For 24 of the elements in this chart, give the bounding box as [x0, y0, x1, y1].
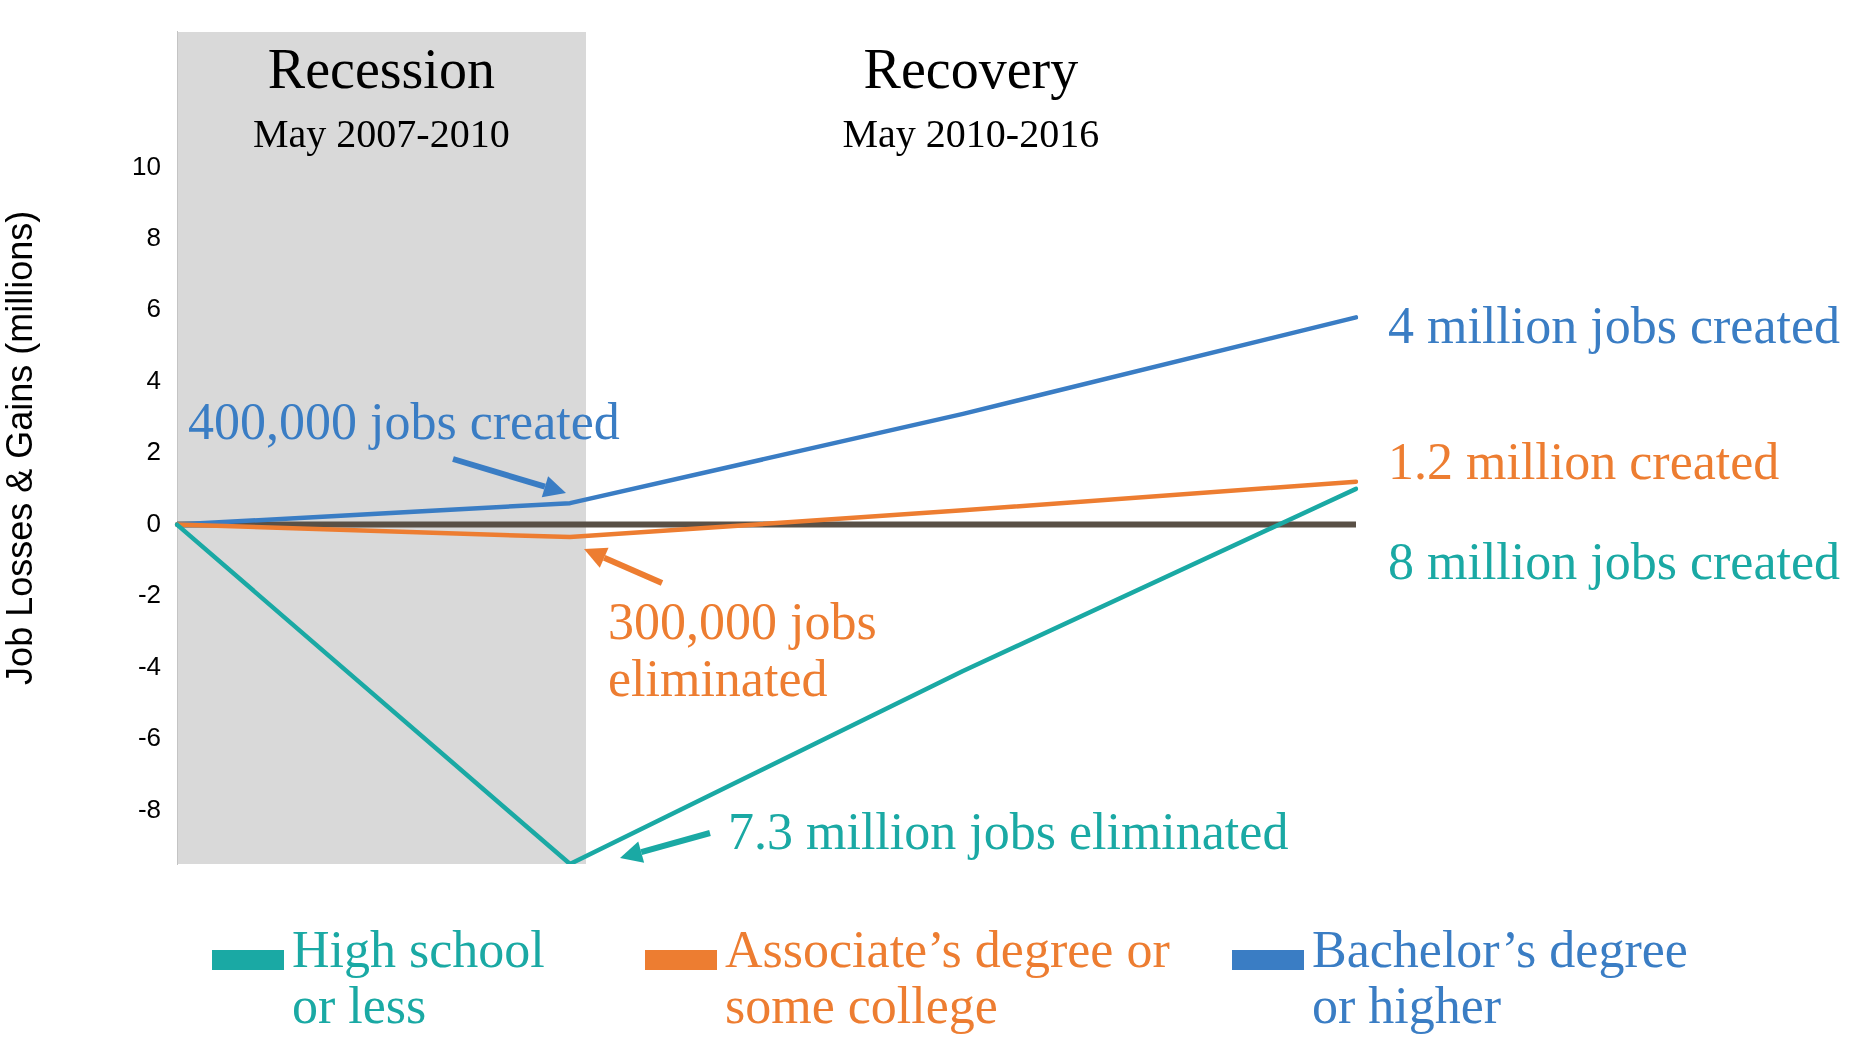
y-tick-label: -6 — [137, 722, 161, 753]
text: 4 million jobs created — [1388, 296, 1841, 355]
y-tick-label: 4 — [146, 364, 161, 395]
annotation: May 2010-2016 — [842, 109, 1100, 157]
annotation: 400,000 jobs created — [188, 392, 620, 450]
text: 8 million jobs created — [1388, 533, 1841, 591]
annotation: May 2007-2010 — [253, 109, 510, 157]
y-tick-label: 2 — [146, 436, 161, 467]
y-tick-label: 10 — [132, 150, 161, 181]
y-tick-label: 6 — [146, 293, 161, 324]
y-tick-label: 0 — [146, 507, 161, 538]
annotation: 300,000 jobs eliminated — [608, 593, 878, 708]
text: 1.2 million created — [1388, 433, 1780, 491]
legend-label: Bachelor’s degree or higher — [1312, 921, 1689, 1035]
annotation: Recovery — [863, 37, 1079, 101]
legend-label: High school or less — [292, 921, 546, 1035]
legend-label: Associate’s degree or some college — [725, 921, 1171, 1035]
y-axis-title: Job Losses & Gains (millions) — [0, 210, 40, 685]
y-tick-label: 8 — [146, 221, 161, 252]
annotation: Recession — [267, 37, 495, 101]
y-tick-label: -2 — [137, 579, 161, 610]
y-tick-label: -4 — [137, 650, 161, 681]
annotation: 7.3 million jobs eliminated — [728, 802, 1289, 860]
y-tick-label: -8 — [137, 793, 161, 824]
